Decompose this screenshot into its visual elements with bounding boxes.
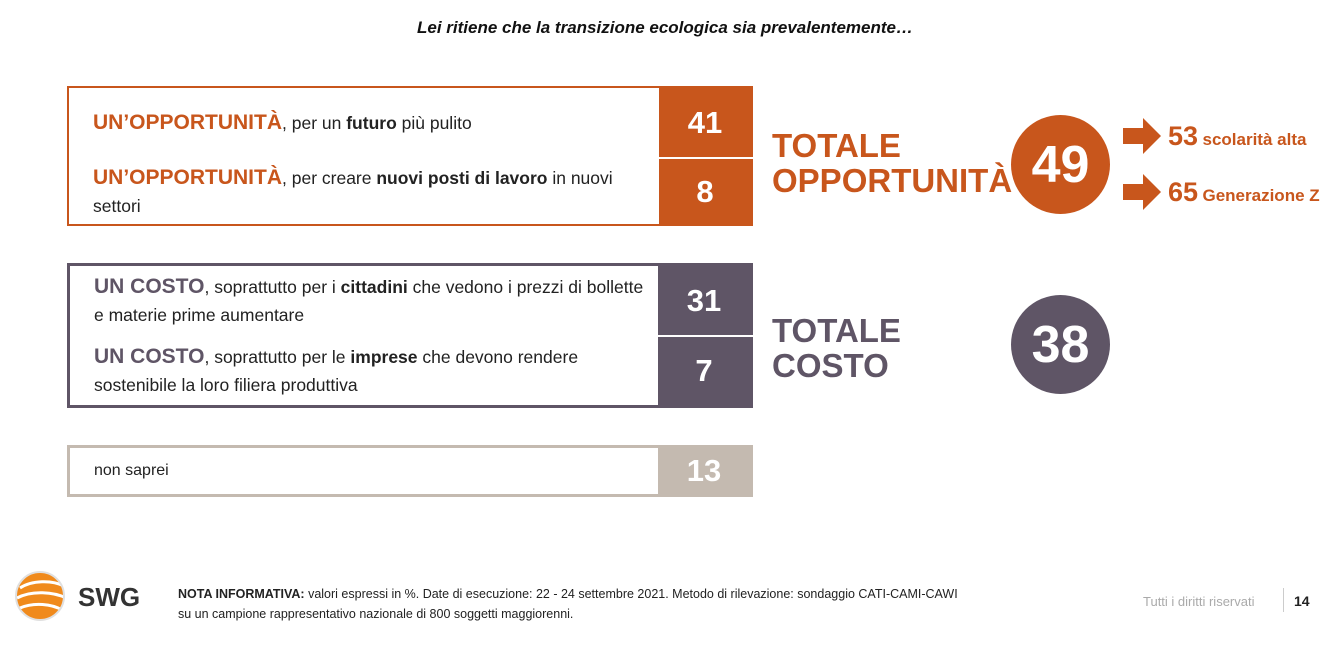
row-divider	[69, 157, 663, 159]
total-label-line: TOTALE	[772, 312, 901, 349]
row-text: che vedono i prezzi di bollette e materi…	[94, 276, 644, 325]
rights-divider	[1283, 588, 1284, 612]
row-text: più pulito	[396, 112, 472, 133]
total-label-line: TOTALE	[772, 127, 901, 164]
total-cost-circle: 38	[1011, 295, 1110, 394]
callout-value: 53	[1168, 121, 1199, 151]
row-text: , soprattutto per i	[204, 276, 341, 297]
question-title: Lei ritiene che la transizione ecologica…	[416, 18, 913, 37]
swg-logo-text: SWG	[78, 582, 141, 612]
rights-text: Tutti i diritti riservati	[1143, 594, 1255, 609]
value-box: 31	[658, 266, 750, 335]
value-label: 31	[686, 282, 722, 318]
opportunity-row-2: UN’OPPORTUNITÀ, per creare nuovi posti d…	[69, 159, 663, 224]
footer-note-line: su un campione rappresentativo nazionale…	[178, 607, 574, 621]
row-bold-text: nuovi posti di lavoro	[376, 167, 548, 188]
total-value: 49	[1031, 135, 1090, 194]
callout-label: Generazione Z	[1202, 186, 1320, 205]
value-label: 41	[687, 104, 723, 140]
value-label: 7	[695, 353, 713, 388]
row-lead: UN COSTO	[94, 345, 205, 368]
value-label: 8	[696, 173, 714, 209]
row-bold-text: imprese	[350, 347, 418, 367]
cost-group: UN COSTO, soprattutto per i cittadini ch…	[67, 263, 753, 408]
row-bold-text: cittadini	[340, 276, 408, 297]
footer-note-label: NOTA INFORMATIVA:	[178, 587, 305, 601]
total-label-line: OPPORTUNITÀ	[772, 162, 1013, 199]
row-lead: UN’OPPORTUNITÀ	[93, 110, 282, 134]
arrow-right-icon	[1123, 174, 1161, 210]
footer-note-line: valori espressi in %. Date di esecuzione…	[304, 587, 958, 601]
arrow-right-icon	[1123, 118, 1161, 154]
row-lead: UN’OPPORTUNITÀ	[93, 165, 282, 189]
value-box: 41	[659, 88, 751, 157]
row-divider	[70, 335, 664, 337]
value-label: 13	[686, 453, 722, 488]
total-opportunity-label: TOTALE OPPORTUNITÀ	[772, 128, 1012, 198]
opportunity-group: UN’OPPORTUNITÀ, per un futuro più pulito…	[67, 86, 753, 226]
value-box: 8	[659, 159, 751, 224]
total-opportunity-circle: 49	[1011, 115, 1110, 214]
row-lead: UN COSTO	[94, 274, 205, 298]
value-divider	[661, 157, 753, 159]
unknown-group: non saprei 13	[67, 445, 753, 497]
callout-2: 65 Generazione Z	[1168, 177, 1320, 208]
total-label-line: COSTO	[772, 347, 889, 384]
total-cost-label: TOTALE COSTO	[772, 313, 901, 383]
row-bold-text: futuro	[346, 112, 397, 133]
value-divider	[661, 335, 753, 337]
page-number: 14	[1294, 593, 1310, 609]
value-box: 7	[658, 337, 750, 405]
cost-row-2: UN COSTO, soprattutto per le imprese che…	[70, 337, 664, 405]
row-text: , soprattutto per le	[204, 347, 351, 367]
row-text: , per creare	[282, 167, 377, 188]
cost-row-1: UN COSTO, soprattutto per i cittadini ch…	[70, 266, 664, 335]
footer-note: NOTA INFORMATIVA: valori espressi in %. …	[178, 584, 958, 624]
row-text: non saprei	[94, 462, 169, 479]
unknown-row: non saprei	[70, 448, 664, 494]
row-text: , per un	[282, 112, 347, 133]
value-box: 13	[658, 448, 750, 494]
row-text: in nuovi settori	[93, 167, 613, 216]
swg-logo-icon	[15, 571, 67, 621]
callout-label: scolarità alta	[1202, 130, 1307, 149]
total-value: 38	[1031, 315, 1090, 374]
callout-value: 65	[1168, 177, 1199, 207]
opportunity-row-1: UN’OPPORTUNITÀ, per un futuro più pulito	[69, 88, 663, 157]
row-text: che devono rendere sostenibile la loro f…	[94, 347, 579, 395]
callout-1: 53 scolarità alta	[1168, 121, 1306, 152]
